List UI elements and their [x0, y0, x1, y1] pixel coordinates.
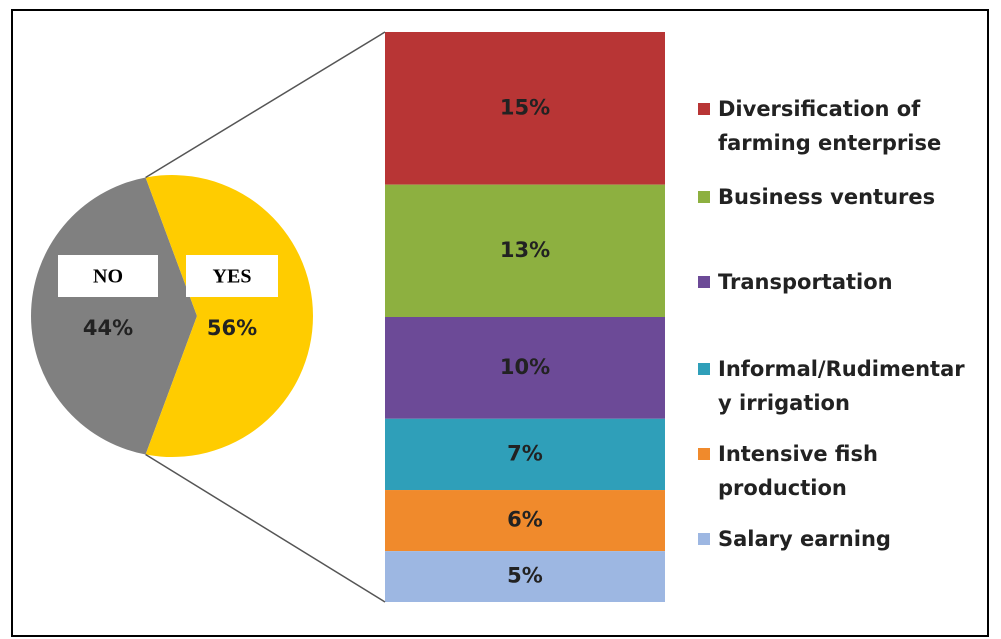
legend-item: Business ventures	[698, 180, 972, 214]
pie-slice	[145, 174, 314, 457]
bar-segment	[385, 490, 665, 552]
bar-segment	[385, 317, 665, 419]
bar-label: 15%	[500, 95, 550, 119]
bar-segment	[385, 418, 665, 491]
legend-swatch	[698, 191, 710, 203]
slice-label: 44%	[83, 316, 133, 340]
slice-name: YES	[213, 266, 252, 288]
legend-item: Informal/Rudimentary irrigation	[698, 352, 972, 420]
bar-label: 10%	[500, 355, 550, 379]
pie-slice	[31, 177, 198, 455]
legend-swatch	[698, 276, 710, 288]
bar-label: 5%	[507, 564, 543, 588]
bar-segment	[385, 32, 665, 185]
legend-item: Diversification of farming enterprise	[698, 92, 972, 160]
legend-swatch	[698, 363, 710, 375]
legend-item: Intensive fish production	[698, 437, 972, 505]
slice-name: NO	[93, 266, 123, 288]
bar-label: 7%	[507, 441, 543, 465]
legend-label: Salary earning	[718, 527, 891, 551]
bar-segment	[385, 551, 665, 602]
bar-label: 6%	[507, 508, 543, 532]
legend-label: Intensive fish production	[718, 442, 878, 500]
legend-swatch	[698, 448, 710, 460]
label-box	[186, 255, 278, 297]
slice-label: 56%	[207, 316, 257, 340]
frame	[11, 9, 989, 637]
connector	[145, 453, 386, 603]
legend-item: Transportation	[698, 265, 972, 299]
legend-label: Business ventures	[718, 185, 936, 209]
legend-label: Informal/Rudimentary irrigation	[718, 357, 965, 415]
connector	[145, 31, 386, 179]
legend-item: Salary earning	[698, 522, 972, 556]
bar-segment	[385, 184, 665, 317]
label-box	[58, 255, 158, 297]
legend-label: Transportation	[718, 270, 893, 294]
legend-label: Diversification of farming enterprise	[718, 97, 942, 155]
legend-swatch	[698, 533, 710, 545]
legend-swatch	[698, 103, 710, 115]
bar-label: 13%	[500, 238, 550, 262]
